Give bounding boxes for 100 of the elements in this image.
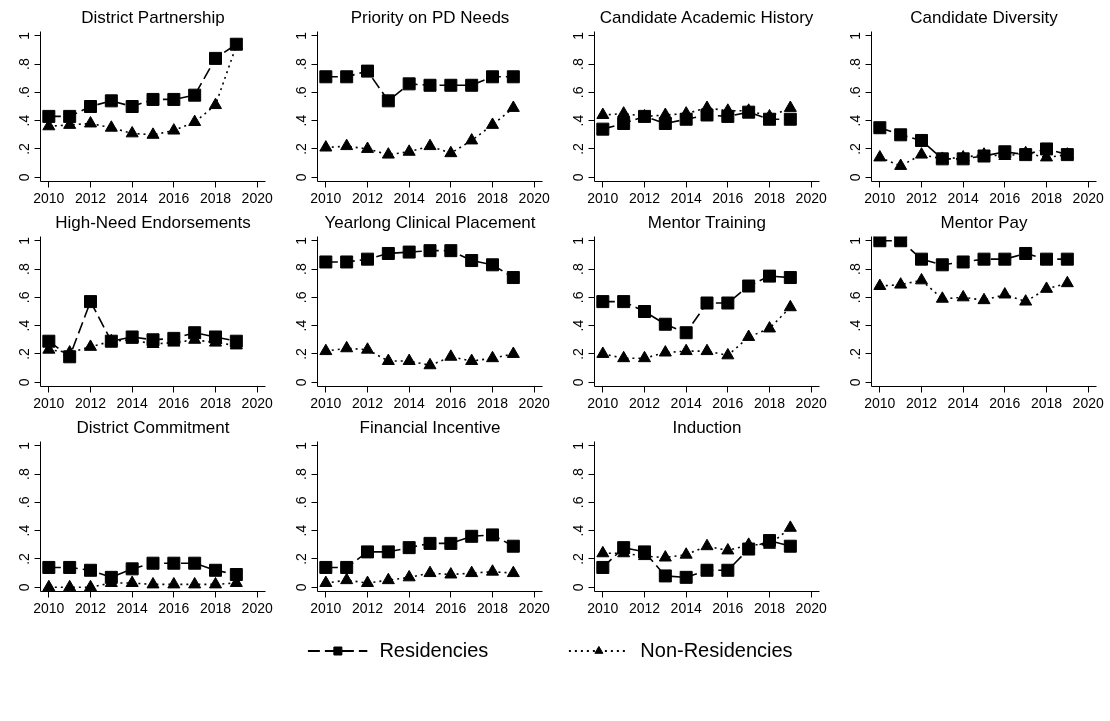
y-tick-label: 0 [293, 378, 310, 387]
x-tick-label: 2016 [435, 394, 467, 411]
y-tick-label: 0 [16, 173, 33, 182]
x-tick-label: 2016 [158, 189, 190, 206]
x-tick-label: 2012 [905, 394, 938, 411]
x-tick-label: 2010 [310, 394, 342, 411]
x-tick-label: 2020 [1072, 189, 1104, 206]
y-tick-label: .4 [293, 319, 310, 332]
x-tick-label: 2014 [393, 189, 425, 206]
x-tick-label: 2016 [435, 599, 467, 616]
y-tick-label: .6 [16, 291, 33, 304]
x-tick-label: 2018 [476, 394, 509, 411]
y-tick-label: .6 [847, 86, 864, 99]
x-tick-label: 2020 [518, 599, 550, 616]
y-tick-label: 0 [16, 378, 33, 387]
x-tick-label: 2018 [476, 599, 509, 616]
chart-title: Financial Incentive [359, 417, 501, 437]
x-tick-label: 2010 [33, 599, 65, 616]
x-tick-label: 2020 [241, 189, 273, 206]
y-tick-label: .2 [570, 142, 587, 155]
y-tick-label: 1 [847, 31, 864, 40]
x-tick-label: 2010 [33, 189, 65, 206]
x-tick-label: 2020 [241, 394, 273, 411]
x-tick-label: 2010 [587, 599, 619, 616]
y-tick-label: .4 [293, 114, 310, 127]
y-tick-label: .4 [570, 114, 587, 127]
y-tick-label: .6 [570, 86, 587, 99]
y-tick-label: .8 [847, 58, 864, 70]
y-tick-label: 0 [847, 173, 864, 182]
y-tick-label: .4 [16, 524, 33, 537]
x-tick-label: 2012 [74, 394, 107, 411]
y-tick-label: 1 [570, 441, 587, 450]
x-tick-label: 2020 [795, 189, 827, 206]
y-tick-label: .6 [293, 291, 310, 304]
x-tick-label: 2018 [753, 599, 786, 616]
y-tick-label: 1 [16, 31, 33, 40]
y-tick-label: 1 [570, 31, 587, 40]
y-tick-label: .2 [847, 142, 864, 155]
y-tick-label: .8 [293, 58, 310, 70]
x-tick-label: 2020 [795, 394, 827, 411]
y-tick-label: 0 [570, 173, 587, 182]
x-tick-label: 2012 [628, 394, 661, 411]
x-tick-label: 2020 [518, 189, 550, 206]
x-tick-label: 2016 [435, 189, 467, 206]
chart-title: High-Need Endorsements [55, 212, 251, 232]
chart-title: District Commitment [76, 417, 230, 437]
x-tick-label: 2012 [905, 189, 938, 206]
x-tick-label: 2014 [947, 394, 979, 411]
y-tick-label: .8 [847, 263, 864, 275]
x-tick-label: 2018 [753, 189, 786, 206]
x-tick-label: 2014 [947, 189, 979, 206]
x-tick-label: 2010 [864, 189, 896, 206]
x-tick-label: 2016 [989, 189, 1021, 206]
y-tick-label: .8 [16, 468, 33, 480]
x-tick-label: 2018 [199, 394, 232, 411]
y-tick-label: .6 [16, 496, 33, 509]
x-tick-label: 2014 [393, 394, 425, 411]
chart-title: Mentor Training [647, 212, 766, 232]
x-tick-label: 2016 [989, 394, 1021, 411]
y-tick-label: .4 [293, 524, 310, 537]
x-tick-label: 2020 [518, 394, 550, 411]
x-tick-label: 2012 [74, 189, 107, 206]
x-tick-label: 2012 [628, 599, 661, 616]
y-tick-label: .2 [16, 142, 33, 155]
y-tick-label: .2 [293, 142, 310, 155]
y-tick-label: .8 [293, 263, 310, 275]
y-tick-label: 1 [847, 236, 864, 245]
y-tick-label: .6 [570, 496, 587, 509]
x-tick-label: 2014 [116, 394, 148, 411]
x-tick-label: 2012 [74, 599, 107, 616]
chart-title: Mentor Pay [940, 212, 1028, 232]
y-tick-label: .4 [570, 319, 587, 332]
y-tick-label: .8 [16, 58, 33, 70]
y-tick-label: .2 [293, 347, 310, 360]
x-tick-label: 2010 [33, 394, 65, 411]
x-tick-label: 2018 [753, 394, 786, 411]
y-tick-label: 1 [16, 441, 33, 450]
x-tick-label: 2016 [158, 394, 190, 411]
x-tick-label: 2020 [241, 599, 273, 616]
x-tick-label: 2020 [795, 599, 827, 616]
legend-label: Non-Residencies [640, 638, 793, 662]
x-tick-label: 2018 [1030, 394, 1063, 411]
x-tick-label: 2016 [712, 394, 744, 411]
y-tick-label: .4 [847, 319, 864, 332]
x-tick-label: 2014 [116, 599, 148, 616]
x-tick-label: 2014 [393, 599, 425, 616]
x-tick-label: 2016 [712, 599, 744, 616]
x-tick-label: 2018 [476, 189, 509, 206]
y-tick-label: 1 [570, 236, 587, 245]
y-tick-label: .6 [293, 496, 310, 509]
x-tick-label: 2012 [351, 394, 384, 411]
x-tick-label: 2012 [351, 599, 384, 616]
y-tick-label: .8 [570, 468, 587, 480]
y-tick-label: .2 [570, 347, 587, 360]
y-tick-label: 0 [293, 173, 310, 182]
chart-title: Candidate Academic History [599, 7, 814, 27]
y-tick-label: 0 [570, 583, 587, 592]
chart-title: Yearlong Clinical Placement [324, 212, 536, 232]
x-tick-label: 2010 [587, 189, 619, 206]
chart-title: District Partnership [81, 7, 225, 27]
